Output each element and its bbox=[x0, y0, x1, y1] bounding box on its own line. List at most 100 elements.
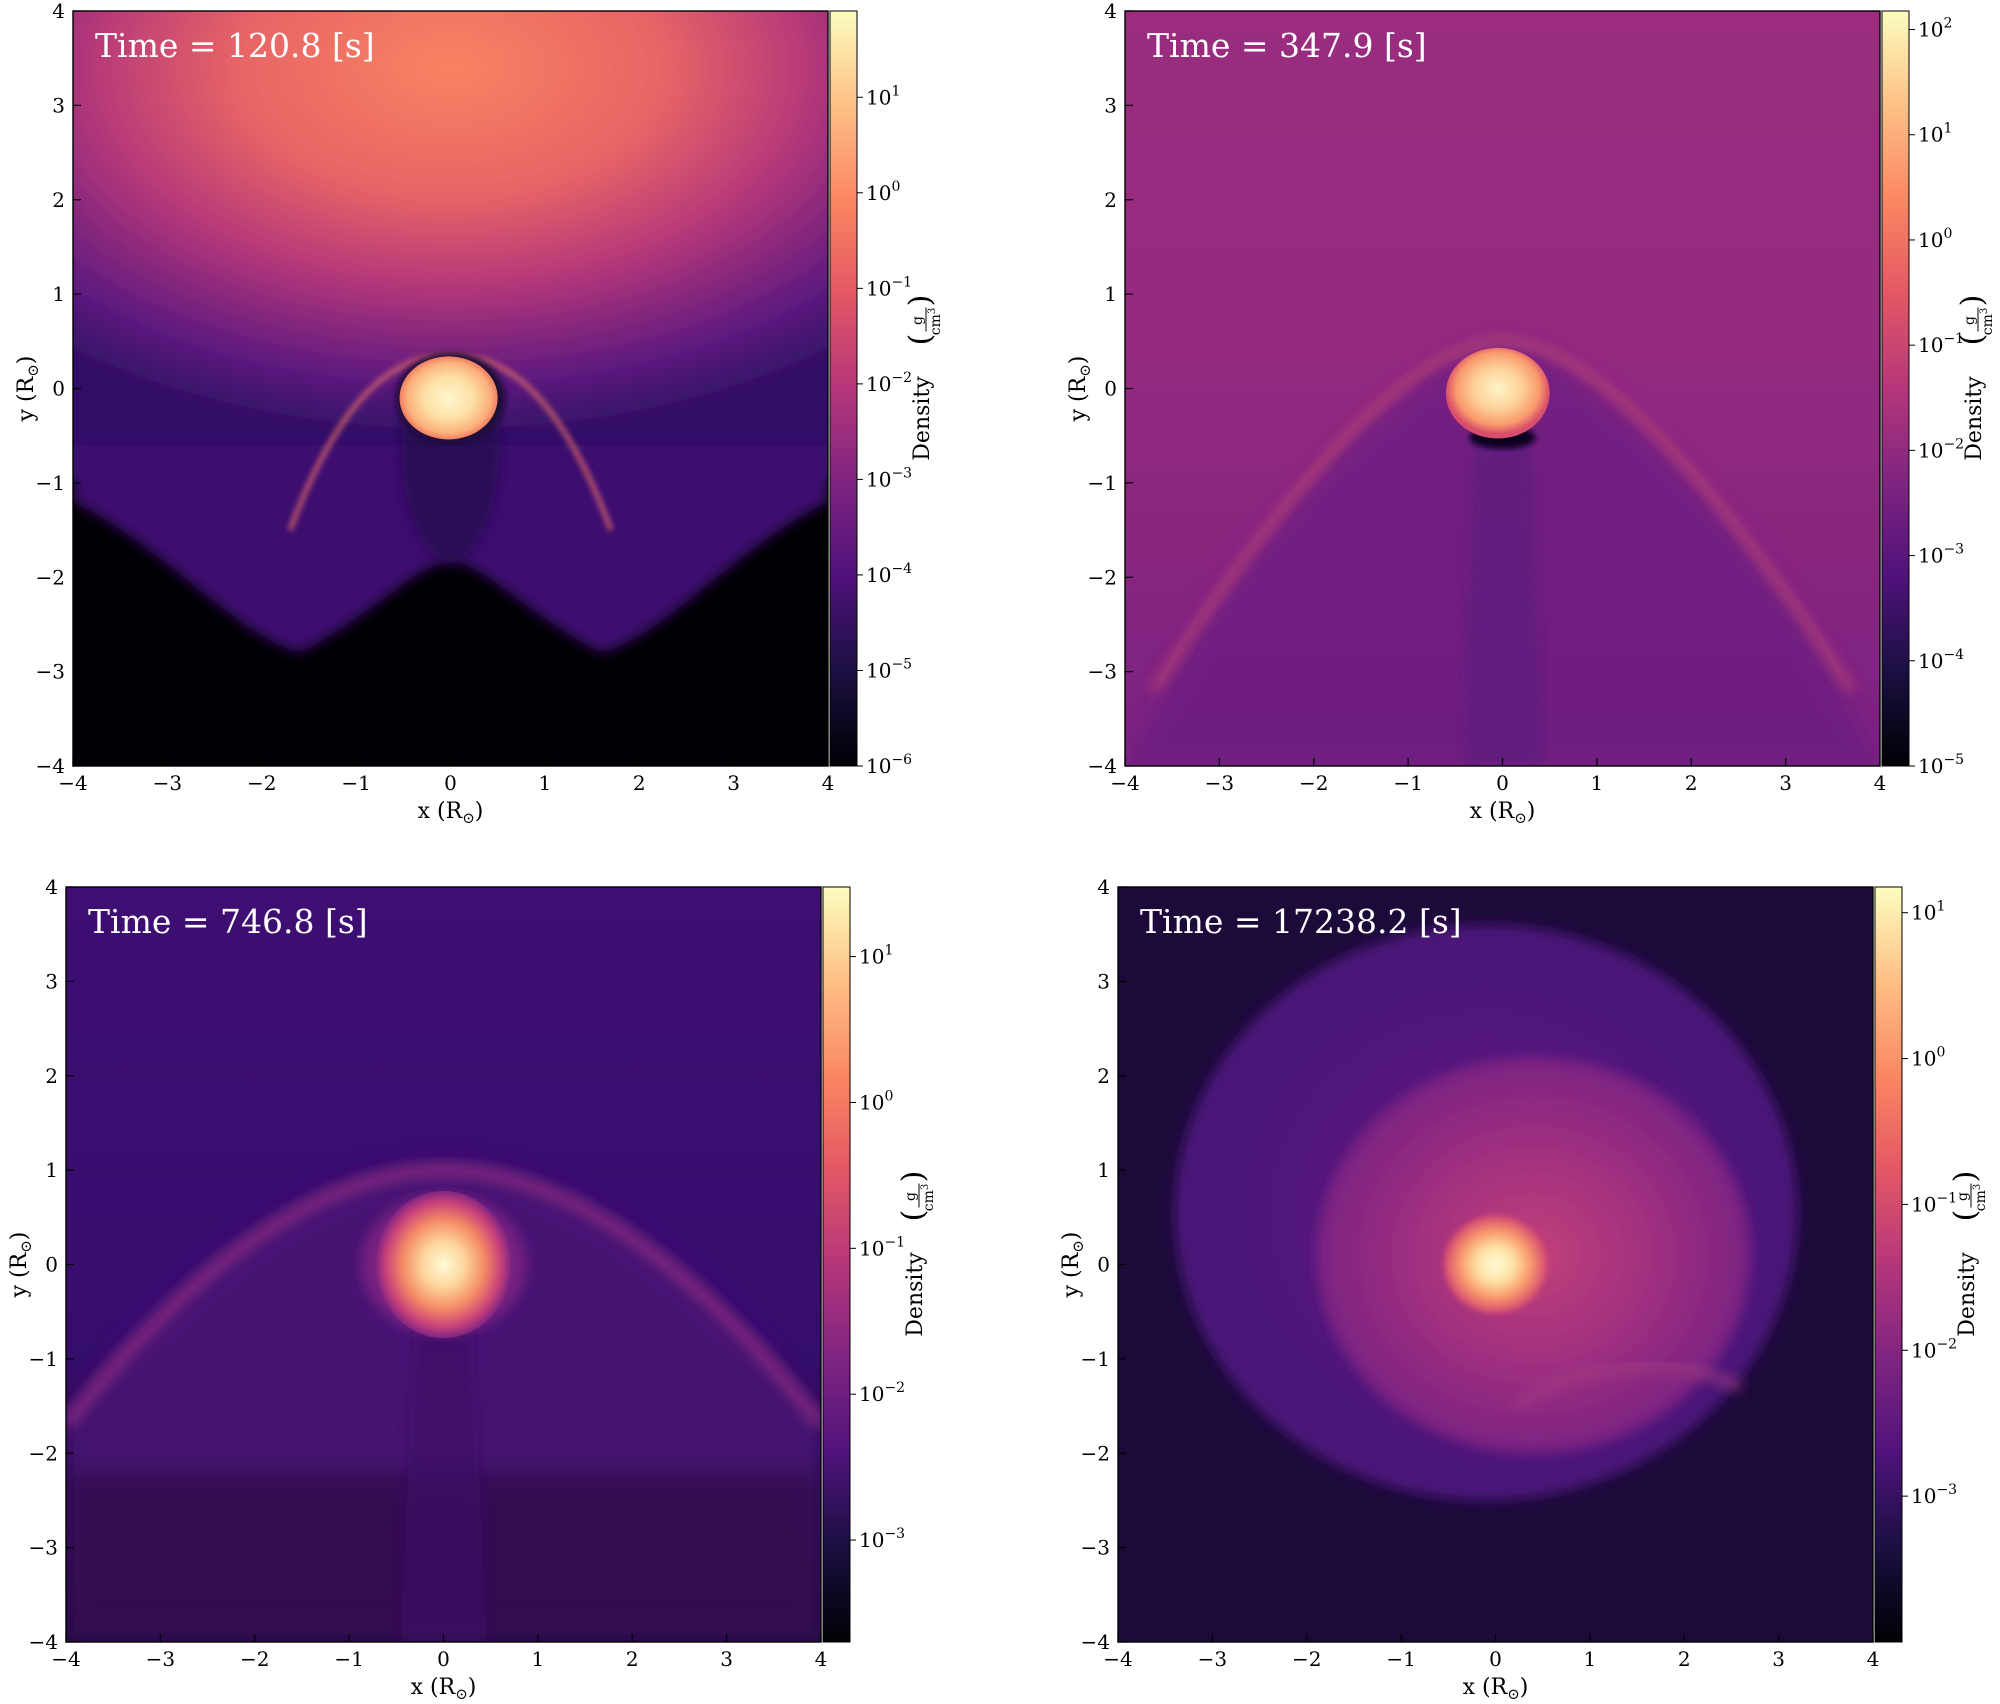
y-tick-label: −2 bbox=[36, 565, 65, 589]
y-tick-label: −1 bbox=[1081, 1347, 1110, 1371]
y-tick-label: 0 bbox=[52, 377, 65, 401]
y-tick-label: −3 bbox=[29, 1536, 58, 1560]
svg-text:): ) bbox=[903, 295, 938, 307]
x-tick-label: 2 bbox=[626, 1647, 639, 1671]
y-tick-label: −2 bbox=[29, 1441, 58, 1465]
density-field bbox=[1125, 11, 1880, 766]
x-tick-label: −3 bbox=[1198, 1647, 1227, 1671]
colorbar-tick-label: 10−3 bbox=[859, 1526, 905, 1552]
x-tick-label: −4 bbox=[51, 1647, 80, 1671]
colorbar-tick-label: 10−2 bbox=[859, 1380, 905, 1406]
colorbar-tick-label: 10−1 bbox=[1911, 1190, 1957, 1216]
colorbar-tick-label: 10−2 bbox=[1911, 1336, 1957, 1362]
x-tick-label: −2 bbox=[1292, 1647, 1321, 1671]
y-tick-label: 2 bbox=[52, 188, 65, 212]
colorbar-gradient bbox=[822, 886, 851, 1643]
colorbar-tick-label: 101 bbox=[1918, 121, 1952, 147]
y-tick-label: 0 bbox=[1097, 1253, 1110, 1277]
y-tick-label: −3 bbox=[36, 660, 65, 684]
y-axis: −4 −3 −2 −1 0 1 2 3 4 bbox=[36, 0, 81, 778]
colorbar-tick-label: 101 bbox=[1911, 899, 1945, 925]
time-label: Time = 347.9 [s] bbox=[1147, 26, 1427, 65]
colorbar: 101 100 10−1 10−2 10−3 Density (g cm3) bbox=[822, 886, 937, 1643]
x-tick-label: 4 bbox=[815, 1647, 828, 1671]
colorbar-tick-label: 10−3 bbox=[866, 465, 912, 491]
y-tick-label: −1 bbox=[1088, 471, 1117, 495]
x-tick-label: 1 bbox=[1584, 1647, 1597, 1671]
y-tick-label: −1 bbox=[29, 1347, 58, 1371]
x-tick-label: 2 bbox=[1685, 771, 1698, 795]
y-tick-label: −4 bbox=[29, 1630, 58, 1654]
y-tick-label: −4 bbox=[36, 754, 65, 778]
svg-text:Density: Density bbox=[1962, 376, 1987, 461]
x-tick-label: −2 bbox=[247, 771, 276, 795]
y-tick-label: −1 bbox=[36, 471, 65, 495]
colorbar-tick-label: 10−6 bbox=[866, 752, 912, 778]
y-tick-label: 4 bbox=[45, 875, 58, 899]
y-tick-label: 1 bbox=[45, 1158, 58, 1182]
x-tick-label: 2 bbox=[1678, 1647, 1691, 1671]
colorbar-label: Density (g cm3) bbox=[1955, 295, 1996, 461]
svg-text:): ) bbox=[1955, 295, 1990, 307]
y-axis-label: y (R⊙) bbox=[1059, 1232, 1087, 1299]
y-tick-label: 3 bbox=[52, 93, 65, 117]
colorbar: 101 100 10−1 10−2 10−3 10−4 10−5 10−6 Density (g c… bbox=[829, 10, 944, 778]
x-tick-label: −4 bbox=[58, 771, 87, 795]
x-tick-label: 0 bbox=[437, 1647, 450, 1671]
svg-text:cm3: cm3 bbox=[920, 1184, 937, 1212]
y-axis: −4 −3 −2 −1 0 1 2 3 4 bbox=[1081, 875, 1126, 1654]
y-tick-label: 4 bbox=[1097, 875, 1110, 899]
y-axis-label: y (R⊙) bbox=[1066, 356, 1094, 423]
y-tick-label: −4 bbox=[1081, 1630, 1110, 1654]
x-tick-label: 1 bbox=[539, 771, 552, 795]
x-axis: −4 −3 −2 −1 0 1 2 3 4 bbox=[1103, 1634, 1879, 1671]
svg-text:(: ( bbox=[903, 334, 938, 346]
y-tick-label: −2 bbox=[1081, 1441, 1110, 1465]
density-panel-2: Time = 347.9 [s] −4 −3 −2 −1 0 1 2 3 4 −4 −3 −2 −1 0 1 2… bbox=[1066, 0, 1996, 827]
x-tick-label: −2 bbox=[1299, 771, 1328, 795]
svg-text:Density: Density bbox=[1955, 1252, 1980, 1337]
colorbar-tick-label: 10−5 bbox=[1918, 752, 1964, 778]
svg-text:cm3: cm3 bbox=[1979, 308, 1996, 336]
svg-text:g: g bbox=[910, 316, 926, 325]
y-tick-label: 2 bbox=[45, 1064, 58, 1088]
x-tick-label: −3 bbox=[153, 771, 182, 795]
colorbar-tick-label: 10−1 bbox=[866, 274, 912, 300]
x-tick-label: 0 bbox=[1489, 1647, 1502, 1671]
x-tick-label: 3 bbox=[1779, 771, 1792, 795]
colorbar-tick-label: 100 bbox=[866, 179, 900, 205]
x-tick-label: −4 bbox=[1110, 771, 1139, 795]
x-tick-label: −3 bbox=[146, 1647, 175, 1671]
x-tick-label: 3 bbox=[1772, 1647, 1785, 1671]
y-tick-label: 3 bbox=[1097, 969, 1110, 993]
colorbar-tick-label: 102 bbox=[1918, 16, 1952, 42]
x-axis-label: x (R⊙) bbox=[418, 799, 484, 827]
y-tick-label: 0 bbox=[45, 1253, 58, 1277]
y-tick-label: 2 bbox=[1097, 1064, 1110, 1088]
colorbar-tick-label: 10−2 bbox=[866, 370, 912, 396]
x-axis: −4 −3 −2 −1 0 1 2 3 4 bbox=[1110, 758, 1886, 795]
x-tick-label: 1 bbox=[532, 1647, 545, 1671]
x-tick-label: 4 bbox=[1867, 1647, 1880, 1671]
x-tick-label: −1 bbox=[1386, 1647, 1415, 1671]
colorbar-tick-label: 100 bbox=[859, 1088, 893, 1114]
colorbar-tick-label: 10−4 bbox=[866, 561, 912, 587]
svg-text:g: g bbox=[1955, 1192, 1971, 1201]
y-tick-label: 3 bbox=[45, 969, 58, 993]
y-tick-label: 0 bbox=[1104, 377, 1117, 401]
colorbar-tick-label: 100 bbox=[1911, 1045, 1945, 1071]
colorbar-tick-label: 10−3 bbox=[1911, 1482, 1957, 1508]
x-tick-label: −1 bbox=[334, 1647, 363, 1671]
y-axis-label: y (R⊙) bbox=[7, 1232, 35, 1299]
density-panel-4: Time = 17238.2 [s] −4 −3 −2 −1 0 1 2 3 4 −4 −3 −2 −1 0… bbox=[1059, 875, 1989, 1703]
x-axis-label: x (R⊙) bbox=[411, 1675, 477, 1700]
colorbar-label: Density (g cm3) bbox=[1948, 1171, 1989, 1337]
svg-text:g: g bbox=[1962, 316, 1978, 325]
x-tick-label: −4 bbox=[1103, 1647, 1132, 1671]
x-tick-label: 2 bbox=[633, 771, 646, 795]
svg-text:(: ( bbox=[896, 1210, 931, 1222]
x-tick-label: 4 bbox=[822, 771, 835, 795]
y-tick-label: −4 bbox=[1088, 754, 1117, 778]
colorbar-tick-label: 101 bbox=[866, 83, 900, 109]
y-tick-label: 1 bbox=[1104, 282, 1117, 306]
